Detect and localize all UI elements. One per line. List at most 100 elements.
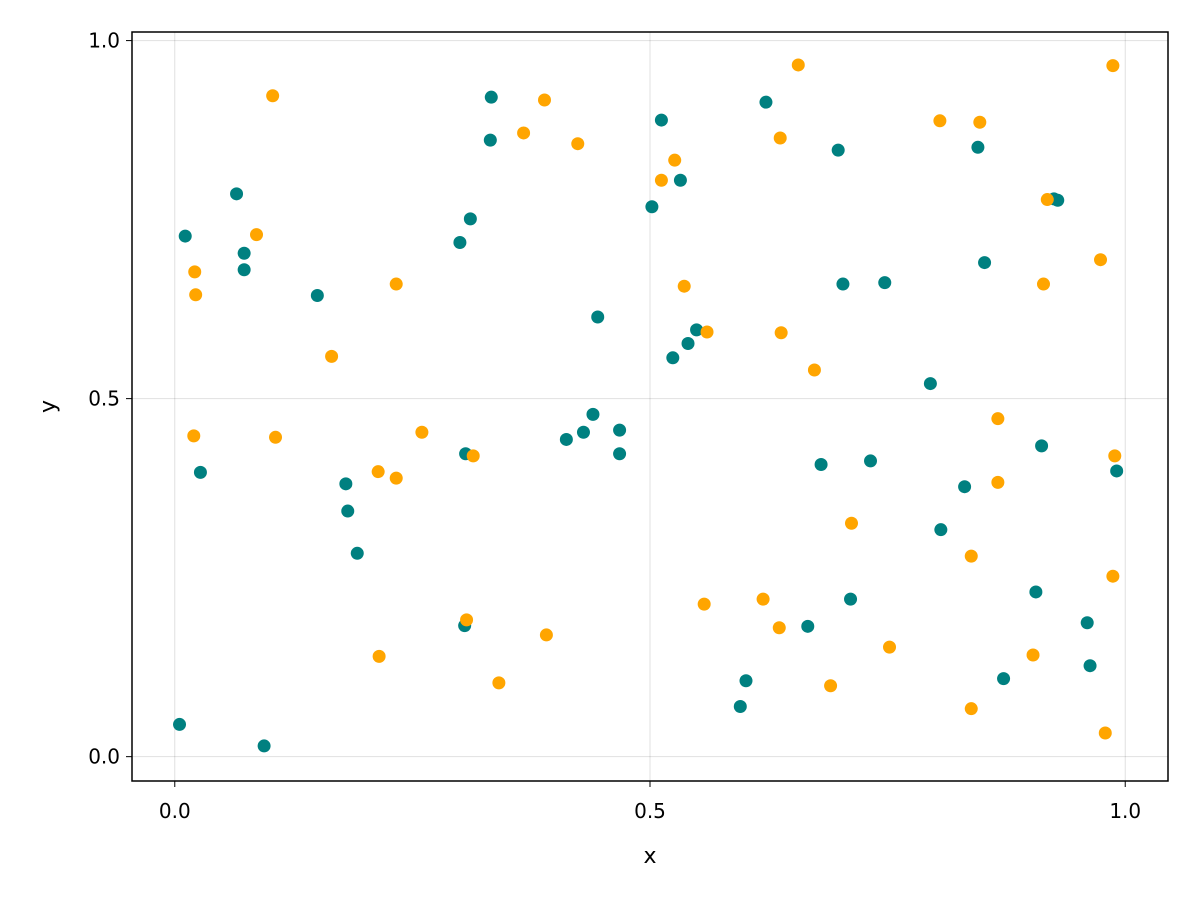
scatter-point [883, 640, 897, 654]
scatter-point [537, 93, 551, 107]
scatter-point [978, 256, 992, 270]
scatter-point [341, 504, 355, 518]
scatter-point [923, 377, 937, 391]
scatter-point [844, 592, 858, 606]
scatter-point [791, 58, 805, 72]
scatter-point [1083, 659, 1097, 673]
scatter-point [1036, 277, 1050, 291]
x-tick-label: 1.0 [1109, 799, 1141, 823]
x-tick-label: 0.0 [159, 799, 191, 823]
scatter-point [237, 246, 251, 260]
scatter-point [997, 672, 1011, 686]
scatter-point [484, 90, 498, 104]
scatter-point [836, 277, 850, 291]
scatter-point [539, 628, 553, 642]
scatter-point [389, 277, 403, 291]
scatter-point [666, 351, 680, 365]
scatter-point [773, 131, 787, 145]
scatter-point [673, 173, 687, 187]
scatter-point [654, 113, 668, 127]
scatter-point [690, 323, 704, 337]
scatter-point [964, 702, 978, 716]
scatter-point [339, 477, 353, 491]
scatter-point [654, 173, 668, 187]
scatter-point [591, 310, 605, 324]
y-tick-label: 1.0 [88, 29, 120, 53]
scatter-point [1094, 253, 1108, 267]
scatter-point [774, 326, 788, 340]
scatter-point [878, 276, 892, 290]
scatter-point [586, 407, 600, 421]
scatter-point [964, 549, 978, 563]
x-tick-label: 0.5 [634, 799, 666, 823]
scatter-point [991, 412, 1005, 426]
scatter-point [824, 679, 838, 693]
scatter-point [371, 465, 385, 479]
scatter-point [933, 114, 947, 128]
scatter-point [864, 454, 878, 468]
scatter-point [958, 480, 972, 494]
scatter-point [1026, 648, 1040, 662]
scatter-point [807, 363, 821, 377]
scatter-point [453, 236, 467, 250]
scatter-point [1051, 193, 1065, 207]
scatter-point [372, 649, 386, 663]
y-axis-label: y [36, 400, 61, 413]
scatter-point [460, 613, 474, 627]
scatter-point [831, 143, 845, 157]
series-2 [187, 58, 1122, 740]
scatter-point [759, 95, 773, 109]
scatter-point [571, 137, 585, 151]
scatter-point [193, 465, 207, 479]
scatter-point [483, 133, 497, 147]
scatter-point [178, 229, 192, 243]
scatter-point [700, 325, 714, 339]
scatter-point [1106, 59, 1120, 73]
scatter-point [973, 115, 987, 129]
scatter-point [1098, 726, 1112, 740]
scatter-point [389, 471, 403, 485]
scatter-point [677, 279, 691, 293]
scatter-point [844, 516, 858, 530]
scatter-point [1040, 193, 1054, 207]
scatter-point [613, 423, 627, 437]
scatter-point [814, 458, 828, 472]
scatter-point [250, 228, 264, 242]
data-points [173, 58, 1124, 753]
scatter-point [189, 288, 203, 302]
scatter-point [576, 425, 590, 439]
scatter-point [517, 126, 531, 140]
x-axis-label: x [643, 844, 656, 869]
scatter-point [266, 89, 280, 103]
scatter-point [466, 449, 480, 463]
scatter-point [1080, 616, 1094, 630]
grid-lines [132, 32, 1168, 781]
scatter-point [756, 592, 770, 606]
scatter-point [1108, 449, 1122, 463]
scatter-point [269, 430, 283, 444]
scatter-point [257, 739, 271, 753]
series-1 [173, 90, 1124, 753]
scatter-point [613, 447, 627, 461]
scatter-point [310, 289, 324, 303]
scatter-point [187, 429, 201, 443]
scatter-point [697, 597, 711, 611]
scatter-point [325, 349, 339, 363]
scatter-point [415, 425, 429, 439]
y-tick-label: 0.0 [88, 745, 120, 769]
scatter-point [492, 676, 506, 690]
scatter-point [188, 265, 202, 279]
scatter-point [733, 700, 747, 714]
scatter-point [463, 212, 477, 226]
scatter-point [991, 475, 1005, 489]
scatter-point [559, 432, 573, 446]
scatter-point [173, 717, 187, 731]
scatter-point [1106, 569, 1120, 583]
scatter-point [1029, 585, 1043, 599]
scatter-point [971, 140, 985, 154]
scatter-point [350, 546, 364, 560]
scatter-point [1035, 439, 1049, 453]
scatter-point [772, 621, 786, 635]
scatter-point [801, 619, 815, 633]
